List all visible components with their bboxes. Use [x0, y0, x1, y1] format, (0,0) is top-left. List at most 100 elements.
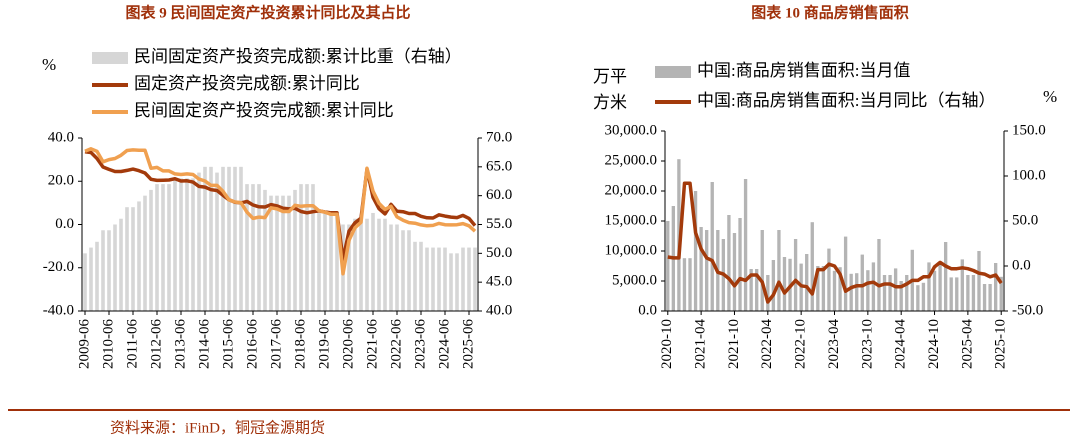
bar [710, 182, 714, 311]
x-tick-label: 2024-06 [436, 319, 452, 369]
bar [197, 172, 201, 311]
y2-tick-label: 150.0 [1012, 122, 1046, 138]
bar [131, 207, 135, 311]
y2-tick-label: 50.0 [486, 245, 512, 261]
bar [666, 221, 670, 311]
bar [323, 212, 327, 311]
x-tick-label: 2018-06 [292, 319, 308, 369]
bar [119, 218, 123, 311]
bar [888, 275, 892, 311]
bar [419, 241, 423, 311]
legend-swatch [92, 52, 128, 64]
x-tick-label: 2019-06 [316, 319, 332, 369]
bar [699, 227, 703, 311]
bar [101, 230, 105, 311]
bar [782, 257, 787, 311]
x-tick-label: 2016-06 [244, 319, 260, 369]
line [667, 181, 1003, 304]
bar [149, 189, 153, 311]
y-tick-label: 40.0 [48, 129, 74, 145]
bar [682, 258, 687, 311]
bar [927, 262, 931, 311]
bar [893, 268, 898, 311]
y-tick-label: 0.0 [55, 216, 74, 232]
source: 资料来源：iFinD，铜冠金源期货 [110, 419, 325, 436]
bar [966, 275, 970, 311]
bar [233, 166, 237, 311]
bar [810, 222, 814, 311]
y-tick-label: 20.0 [48, 173, 74, 189]
bar [821, 266, 826, 311]
y-tick-label: 25,000.0 [605, 152, 658, 168]
x-tick-label: 2011-06 [124, 319, 140, 369]
bar [705, 230, 709, 311]
x-tick-label: 2015-06 [220, 319, 236, 369]
bar [83, 253, 87, 311]
bar [215, 172, 219, 311]
y-tick-label: -40.0 [43, 302, 74, 318]
x-tick-label: 2025-06 [460, 319, 476, 369]
x-tick-label: 2023-06 [412, 319, 428, 369]
x-tick-label: 2021-04 [693, 319, 709, 369]
bar [317, 212, 321, 311]
legend-swatch [655, 66, 691, 78]
bar [263, 189, 267, 311]
bar [932, 270, 937, 311]
bar [173, 178, 177, 311]
y-tick-label: 30,000.0 [605, 122, 658, 138]
x-tick-label: 2013-06 [172, 319, 188, 369]
bar [395, 224, 399, 311]
y-tick-label: 5,000.0 [612, 272, 657, 288]
bar [401, 230, 405, 311]
bar [413, 241, 417, 311]
bar [185, 178, 189, 311]
y2-tick-label: 50.0 [1012, 212, 1038, 228]
bar [749, 269, 753, 311]
x-tick-label: 2024-04 [893, 319, 909, 369]
bar [425, 247, 429, 311]
bar [693, 191, 698, 311]
x-tick-label: 2022-10 [793, 319, 809, 369]
line [84, 147, 477, 276]
bar [805, 254, 809, 311]
bar [977, 251, 981, 311]
bar [467, 247, 471, 311]
bar [221, 166, 225, 311]
y2-unit: % [1043, 87, 1057, 106]
bar [871, 262, 876, 311]
y2-tick-label: 40.0 [486, 302, 512, 318]
legend-label: 固定资产投资完成额:累计同比 [134, 74, 360, 93]
bar [89, 247, 93, 311]
bar [899, 281, 903, 311]
x-tick-label: 2014-06 [196, 319, 212, 369]
bar [143, 195, 147, 311]
bar [359, 218, 363, 311]
bar [743, 179, 748, 311]
y2-tick-label: 100.0 [1012, 167, 1046, 183]
chart-title: 图表 10 商品房销售面积 [751, 3, 909, 21]
bar [299, 184, 303, 311]
bar [389, 224, 393, 311]
bar [293, 189, 297, 311]
bar [949, 277, 953, 311]
bar [832, 270, 837, 311]
bar [993, 263, 998, 311]
bar [849, 273, 853, 311]
y-unit: 方米 [593, 93, 627, 112]
y-unit: % [42, 55, 56, 74]
bar [938, 264, 942, 311]
y-tick-label: 20,000.0 [605, 182, 658, 198]
bar [971, 275, 976, 311]
bar [347, 224, 351, 311]
legend-label: 中国:商品房销售面积:当月同比（右轴） [697, 91, 995, 110]
bar [209, 166, 213, 311]
bar [227, 166, 231, 311]
x-tick-label: 2020-10 [659, 319, 675, 369]
bar [988, 284, 992, 311]
chart-title: 图表 9 民间固定资产投资累计同比及其占比 [125, 3, 410, 21]
bar [179, 178, 183, 311]
bar [167, 184, 171, 311]
bar [843, 236, 848, 311]
bar [239, 166, 243, 311]
bar [257, 184, 261, 311]
